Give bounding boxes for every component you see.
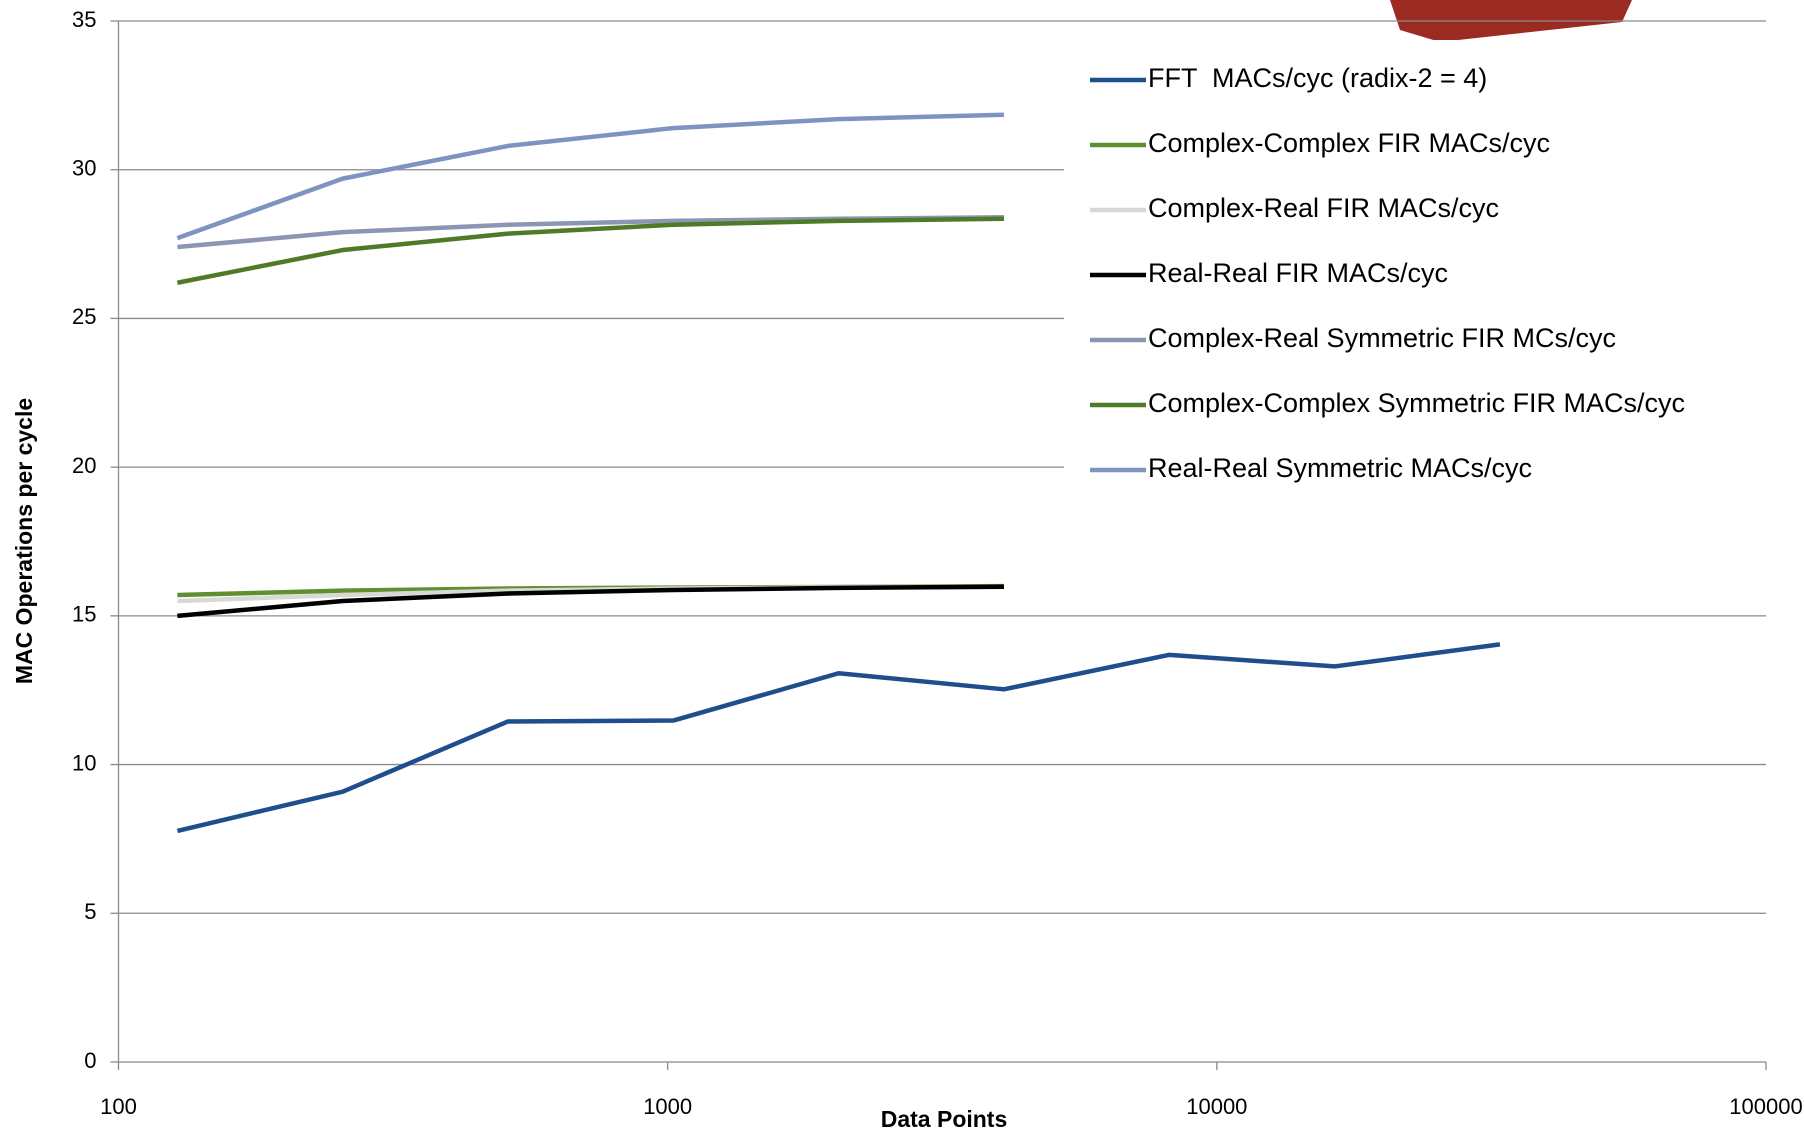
y-tick-label: 25	[72, 304, 96, 329]
series-line	[177, 584, 1004, 619]
y-tick-label: 35	[72, 7, 96, 32]
x-tick-label: 100000	[1729, 1094, 1802, 1119]
series-line	[176, 216, 1004, 285]
legend-label: Complex-Real FIR MACs/cyc	[1148, 193, 1499, 223]
series-line	[176, 642, 1501, 834]
y-tick-label: 10	[72, 750, 96, 775]
y-tick-label: 30	[72, 156, 96, 181]
y-tick-label: 20	[72, 453, 96, 478]
x-tick-label: 10000	[1186, 1094, 1247, 1119]
legend-background	[1064, 40, 1804, 495]
x-axis-title: Data Points	[881, 1106, 1008, 1132]
legend-label: Complex-Complex FIR MACs/cyc	[1148, 128, 1550, 158]
series-line	[176, 112, 1005, 241]
y-axis-title: MAC Operations per cycle	[11, 398, 37, 684]
y-tick-label: 0	[84, 1048, 96, 1073]
y-tick-label: 15	[72, 602, 96, 627]
x-tick-label: 1000	[643, 1094, 692, 1119]
legend-label: Complex-Real Symmetric FIR MCs/cyc	[1148, 323, 1616, 353]
legend-label: Complex-Complex Symmetric FIR MACs/cyc	[1148, 388, 1685, 418]
legend-label: Real-Real FIR MACs/cyc	[1148, 258, 1448, 288]
legend-label: Real-Real Symmetric MACs/cyc	[1148, 453, 1532, 483]
y-tick-label: 5	[84, 899, 96, 924]
x-tick-label: 100	[100, 1094, 137, 1119]
legend-label: FFT MACs/cyc (radix-2 = 4)	[1148, 63, 1487, 93]
